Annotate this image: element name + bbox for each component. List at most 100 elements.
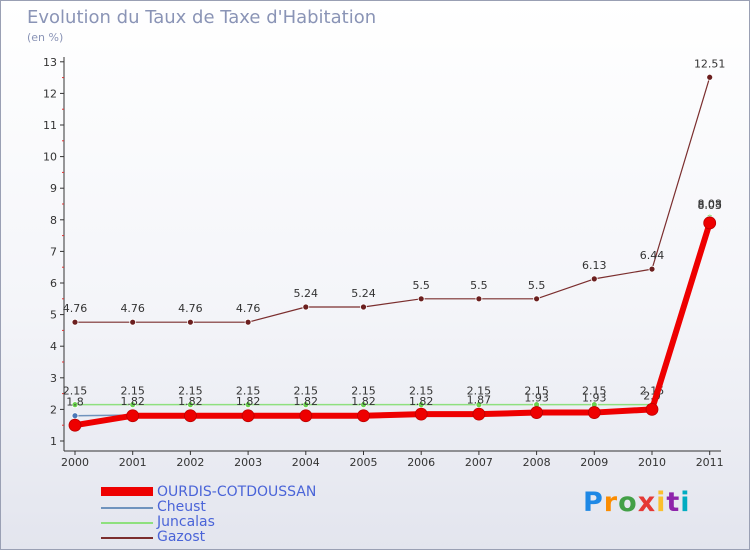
data-point: [126, 409, 140, 423]
data-label: 5.5: [528, 279, 546, 292]
y-tick-label: 10: [43, 151, 57, 164]
data-point: [360, 303, 367, 311]
unit-label: (en %): [27, 31, 64, 44]
data-label: 2.15: [467, 385, 492, 398]
data-label: 6.44: [640, 249, 665, 262]
data-point: [299, 409, 313, 423]
x-tick-label: 2011: [696, 456, 724, 469]
data-label: 2.15: [120, 385, 145, 398]
x-tick-label: 2006: [407, 456, 435, 469]
x-tick-label: 2009: [580, 456, 608, 469]
data-label: 4.76: [63, 302, 88, 315]
data-label: 12.51: [694, 57, 726, 70]
data-point: [414, 407, 428, 421]
data-label: 2.15: [582, 385, 607, 398]
data-label: 2.15: [524, 385, 549, 398]
data-point: [129, 318, 137, 326]
data-label: 5.24: [351, 287, 376, 300]
data-label: 8.08: [697, 197, 722, 210]
x-tick-label: 2000: [61, 456, 89, 469]
data-point: [244, 401, 252, 409]
x-tick-label: 2004: [292, 456, 320, 469]
data-point: [648, 265, 656, 273]
data-label: 5.24: [294, 287, 319, 300]
chart-title: Evolution du Taux de Taxe d'Habitation: [27, 7, 377, 28]
y-tick-label: 3: [50, 372, 57, 385]
data-label: 2.15: [294, 385, 319, 398]
legend-swatch: [101, 487, 153, 496]
y-tick-label: 13: [43, 56, 57, 69]
data-point: [241, 409, 255, 423]
data-label: 8.03: [697, 199, 722, 212]
x-tick-label: 2002: [176, 456, 204, 469]
data-point: [71, 318, 79, 326]
proxiti-logo: Proxiti: [583, 487, 691, 518]
y-tick-label: 12: [43, 87, 57, 100]
data-label: 4.76: [178, 302, 203, 315]
data-point: [475, 295, 483, 303]
data-label: 4.76: [120, 302, 145, 315]
x-tick-label: 2007: [465, 456, 493, 469]
legend-swatch: [101, 537, 153, 539]
data-label: 1.82: [409, 395, 434, 408]
data-point: [186, 318, 194, 326]
data-point: [302, 303, 310, 311]
series-line-juncalas: [75, 217, 711, 406]
data-point: [68, 418, 82, 432]
logo-letter: r: [603, 487, 619, 518]
y-tick-label: 4: [50, 340, 57, 353]
data-point: [357, 409, 370, 423]
x-tick-label: 2010: [638, 456, 666, 469]
y-tick-label: 2: [50, 403, 57, 416]
data-point: [129, 401, 137, 409]
data-label: 1.93: [582, 392, 607, 405]
logo-letter: t: [666, 487, 681, 518]
data-label: 2.15: [351, 385, 376, 398]
y-tick-label: 1: [50, 435, 57, 448]
data-point: [71, 401, 79, 409]
logo-letter: i: [656, 487, 667, 518]
data-label: 2.15: [236, 385, 261, 398]
data-point: [472, 407, 486, 421]
y-tick-label: 7: [50, 245, 57, 258]
data-point: [302, 401, 310, 409]
data-label: 2.15: [409, 385, 434, 398]
y-tick-label: 6: [50, 277, 57, 290]
data-label: 1.82: [351, 395, 376, 408]
data-label: 1.8: [66, 396, 84, 409]
data-label: 1.82: [236, 395, 261, 408]
y-tick-label: 8: [50, 214, 57, 227]
data-label: 1.82: [120, 395, 145, 408]
data-point: [645, 402, 659, 416]
data-point: [417, 401, 425, 409]
data-point: [186, 401, 194, 409]
x-tick-label: 2003: [234, 456, 262, 469]
data-label: 2.15: [178, 385, 203, 398]
data-point: [703, 216, 717, 230]
legend-label: OURDIS-COTDOUSSAN: [157, 484, 317, 500]
data-label: 2.15: [63, 385, 88, 398]
data-point: [417, 295, 425, 303]
data-point: [530, 406, 543, 419]
data-point: [533, 295, 540, 303]
logo-letter: P: [583, 487, 604, 518]
logo-letter: i: [680, 487, 691, 518]
logo-letter: x: [637, 487, 657, 518]
legend-label: Juncalas: [157, 514, 215, 530]
legend-label: Gazost: [157, 529, 206, 545]
data-label: 6.13: [582, 259, 607, 272]
series-line-cheust: [74, 218, 711, 417]
data-point: [706, 73, 714, 81]
series-line-gazost: [75, 77, 711, 323]
data-label: 5.5: [470, 279, 488, 292]
data-label: 1.82: [294, 395, 319, 408]
data-label: 5.5: [412, 279, 430, 292]
legend-label: Cheust: [157, 499, 206, 515]
legend-swatch: [101, 507, 153, 509]
y-tick-label: 9: [50, 182, 57, 195]
data-label: 1.87: [467, 394, 492, 407]
data-point: [590, 275, 598, 283]
data-point: [244, 318, 252, 326]
